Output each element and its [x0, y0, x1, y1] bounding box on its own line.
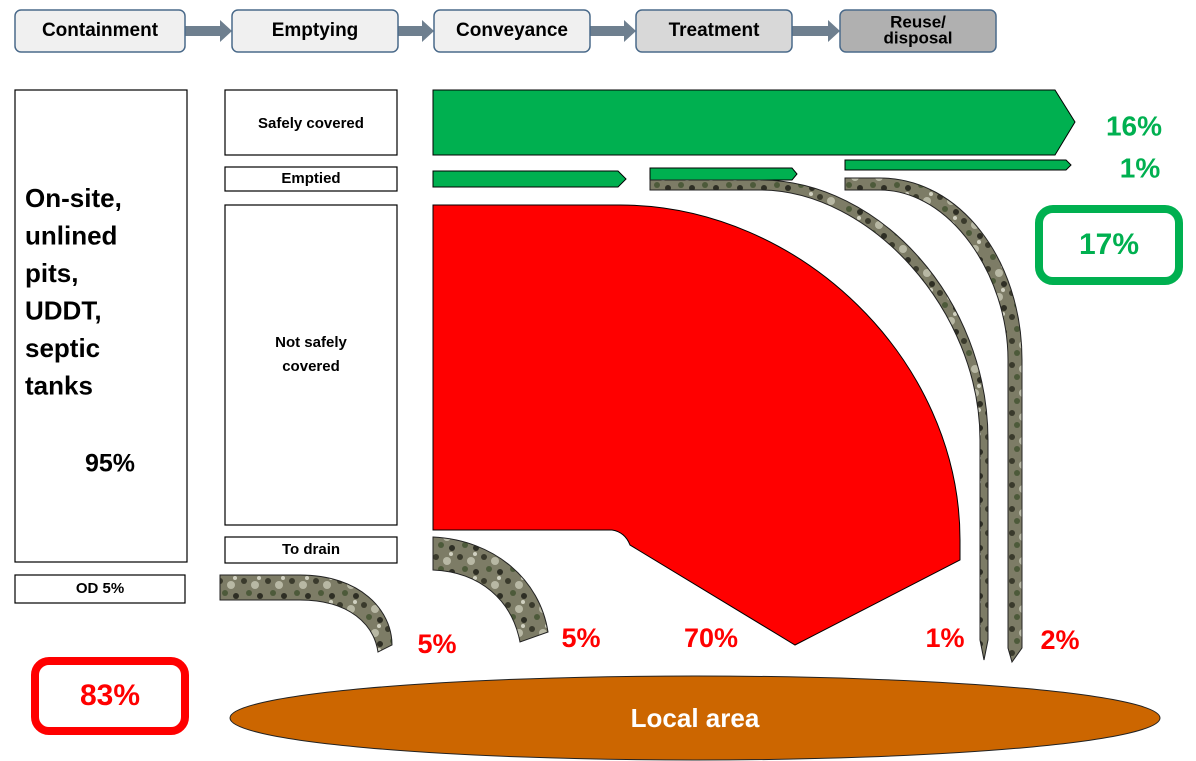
emptied-flow	[432, 170, 627, 188]
containment-label: septic	[25, 333, 100, 363]
box-label: Safely covered	[258, 115, 364, 132]
unsafe-total-box	[31, 657, 189, 735]
box-label: Emptied	[281, 170, 340, 187]
stage-box	[433, 9, 591, 53]
safe-total-box	[1035, 205, 1183, 285]
stage-label: Emptying	[272, 20, 359, 41]
containment-box	[14, 89, 188, 563]
unsafe-flow-label: 5%	[417, 629, 456, 659]
od-label: OD 5%	[76, 580, 124, 597]
to-drain-box	[224, 536, 398, 564]
emptied-flow	[649, 167, 798, 181]
not-safely-box	[224, 204, 398, 526]
od-flow	[219, 574, 393, 653]
stage-label: Conveyance	[456, 20, 568, 41]
emptied-box	[224, 166, 398, 192]
stage-box	[231, 9, 399, 53]
box-label: To drain	[282, 541, 340, 558]
containment-share: 95%	[85, 450, 135, 478]
dumped-flow	[649, 179, 989, 661]
stages	[14, 9, 997, 53]
safe-flow	[432, 89, 1076, 156]
unsafe-flow-label: 70%	[684, 623, 738, 653]
stage-arrows	[185, 20, 840, 42]
emptied-flow	[844, 159, 1072, 171]
drain-flow	[432, 536, 549, 643]
containment-label: On-site,	[25, 183, 122, 213]
safe-flow-label: 1%	[1120, 152, 1161, 183]
safe-flow-label: 16%	[1106, 110, 1162, 141]
containment-label: unlined	[25, 220, 117, 250]
stage-label: Treatment	[669, 20, 760, 41]
stage-box	[839, 9, 997, 53]
safe-total: 17%	[1079, 228, 1139, 261]
dumped-flow	[844, 177, 1023, 664]
stage-label: Reuse/	[890, 12, 946, 31]
od-box	[14, 574, 186, 604]
containment-label: tanks	[25, 370, 93, 400]
box-label: Not safely covered	[275, 334, 347, 375]
stage-box	[14, 9, 186, 53]
safely-covered-box	[224, 89, 398, 156]
local-area	[229, 675, 1161, 761]
containment-label: UDDT,	[25, 295, 102, 325]
stage-label: disposal	[884, 28, 953, 47]
destination-label: Local area	[631, 703, 760, 733]
containment-label: pits,	[25, 258, 78, 288]
stage-box	[635, 9, 793, 53]
stage-label: Containment	[42, 20, 159, 41]
unsafe-flow-label: 5%	[561, 623, 600, 653]
unsafe-flow-label: 1%	[925, 623, 964, 653]
unsafe-flow-label: 2%	[1040, 625, 1079, 655]
unsafe-total: 83%	[80, 679, 140, 712]
unsafe-flow	[432, 204, 961, 646]
